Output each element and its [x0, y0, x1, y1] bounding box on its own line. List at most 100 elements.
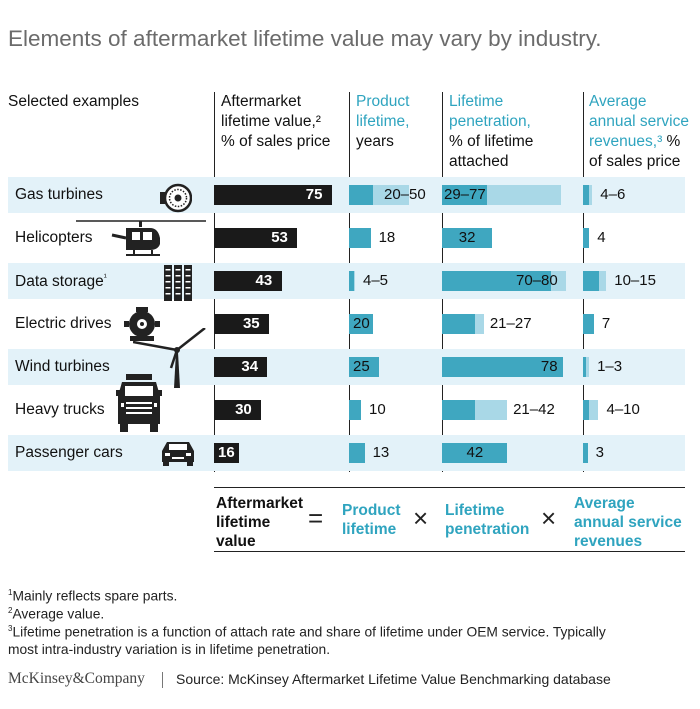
category-label: Data storage¹	[15, 272, 107, 291]
category-label-text: Heavy trucks	[15, 401, 105, 418]
header-revenue: Average annual service revenues,³ % of s…	[589, 92, 689, 172]
product-bar-low	[349, 443, 365, 463]
alv-value: 75	[305, 186, 323, 203]
header-penetration-line-4: attached	[449, 153, 509, 170]
revenue-bar-range	[598, 271, 607, 291]
penetration-bar-low	[442, 228, 492, 248]
header-penetration-line-3: % of lifetime	[449, 133, 534, 150]
formula-alv: Aftermarket lifetime value	[216, 494, 303, 551]
formula-rule-top	[214, 487, 685, 488]
product-value: 18	[378, 229, 396, 246]
formula-equals: =	[308, 503, 324, 533]
revenue-value: 3	[595, 444, 604, 461]
header-revenue-line-1: Average	[589, 93, 647, 110]
row-stripe	[8, 349, 685, 385]
revenue-bar-range	[589, 185, 593, 205]
product-value: 25	[353, 358, 370, 375]
header-penetration-line-1: Lifetime	[449, 93, 504, 110]
row-stripe	[8, 263, 685, 299]
category-label: Heavy trucks	[15, 401, 105, 419]
product-bar-low	[349, 314, 373, 334]
product-value: 20	[353, 315, 370, 332]
penetration-value: 29–77	[444, 186, 486, 203]
helicopter-icon	[76, 218, 206, 263]
penetration-bar-range	[474, 400, 508, 420]
alv-bar	[214, 357, 268, 377]
revenue-bar-low	[583, 400, 590, 420]
formula-penetration-line-2: penetration	[445, 521, 530, 538]
formula-alv-line-1: Aftermarket	[216, 495, 304, 512]
product-bar-low	[349, 271, 354, 291]
alv-value: 34	[241, 358, 259, 375]
category-label: Passenger cars	[15, 444, 123, 462]
header-revenue-teal-part: revenues,³	[589, 133, 663, 150]
electric-motor-icon	[124, 307, 160, 346]
header-revenue-line-2: annual service	[589, 113, 689, 130]
footnote-2-text: Average value.	[12, 606, 105, 622]
formula-times-1: ×	[413, 503, 429, 533]
header-alv-line-1: Aftermarket	[221, 93, 302, 110]
header-product-line-3: years	[356, 133, 394, 150]
footnote-3-cont: most intra-industry variation is in life…	[8, 642, 330, 657]
penetration-bar-range	[474, 314, 484, 334]
penetration-bar-low	[442, 185, 487, 205]
revenue-bar-low	[583, 314, 594, 334]
brand-separator	[162, 672, 163, 688]
revenue-bar-low	[583, 185, 590, 205]
footnote-3-cont-text: most intra-industry variation is in life…	[8, 642, 331, 657]
category-label-text: Gas turbines	[15, 186, 103, 203]
revenue-value: 4	[597, 229, 606, 246]
row-stripe	[8, 177, 685, 213]
chart-title: Elements of aftermarket lifetime value m…	[8, 26, 602, 51]
formula-penetration-line-1: Lifetime	[445, 502, 505, 519]
category-label: Helicopters	[15, 229, 93, 247]
penetration-value: 32	[458, 229, 476, 246]
footnote-2: 2Average value.	[8, 606, 104, 622]
formula-revenue-line-2: annual service	[574, 514, 682, 531]
header-examples-text: Selected examples	[8, 93, 139, 110]
product-value: 13	[372, 444, 390, 461]
car-icon	[160, 440, 196, 471]
truck-icon	[116, 374, 162, 437]
alv-bar	[214, 228, 298, 248]
category-label: Electric drives	[15, 315, 111, 333]
formula-times-2: ×	[541, 503, 557, 533]
product-bar-low	[349, 357, 379, 377]
wind-turbine-icon	[132, 327, 213, 393]
revenue-value: 7	[601, 315, 611, 332]
alv-bar	[214, 314, 269, 334]
revenue-bar-low	[583, 228, 590, 248]
source-note: Source: McKinsey Aftermarket Lifetime Va…	[176, 671, 611, 687]
header-revenue-line-3: revenues,³ %	[589, 132, 689, 152]
revenue-bar-low	[583, 443, 588, 463]
alv-value: 53	[271, 229, 288, 246]
category-label-text: Data storage	[15, 273, 104, 291]
header-product-line-2: lifetime,	[356, 113, 410, 130]
alv-bar	[214, 185, 332, 205]
penetration-bar-low	[442, 271, 551, 291]
product-bar-low	[349, 400, 361, 420]
revenue-value: 10–15	[614, 272, 656, 289]
penetration-bar-low	[442, 400, 475, 420]
header-product-line-1: Product	[356, 93, 410, 110]
formula-revenue-line-1: Average	[574, 495, 635, 512]
product-bar-range	[373, 185, 409, 205]
header-revenue-line-4: of sales price	[589, 153, 681, 170]
product-bar-low	[349, 185, 373, 205]
footnote-3-mark: 3	[8, 624, 13, 633]
formula-rule-bottom	[214, 551, 685, 552]
formula-product-line-2: lifetime	[342, 521, 397, 538]
alv-value: 35	[242, 315, 260, 332]
header-alv-line-3: % of sales price	[221, 133, 331, 150]
alv-value: 16	[218, 444, 235, 461]
server-rack-icon	[164, 265, 192, 306]
penetration-bar-range	[486, 185, 562, 205]
header-examples: Selected examples	[8, 92, 139, 112]
penetration-bar-low	[442, 357, 563, 377]
revenue-bar-range	[589, 400, 599, 420]
revenue-bar-low	[583, 271, 599, 291]
penetration-value: 21–42	[513, 401, 555, 418]
penetration-bar-range	[550, 271, 566, 291]
footnote-3: 3Lifetime penetration is a function of a…	[8, 624, 606, 640]
footnote-1-mark: 1	[8, 588, 13, 597]
